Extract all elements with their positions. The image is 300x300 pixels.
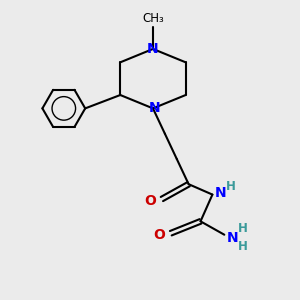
Text: H: H <box>226 180 236 193</box>
Text: O: O <box>145 194 157 208</box>
Text: N: N <box>148 101 160 116</box>
Text: N: N <box>226 231 238 245</box>
Text: O: O <box>154 228 166 242</box>
Text: CH₃: CH₃ <box>142 12 164 25</box>
Text: H: H <box>238 240 248 253</box>
Text: H: H <box>238 222 248 235</box>
Text: N: N <box>147 42 159 56</box>
Text: N: N <box>214 185 226 200</box>
